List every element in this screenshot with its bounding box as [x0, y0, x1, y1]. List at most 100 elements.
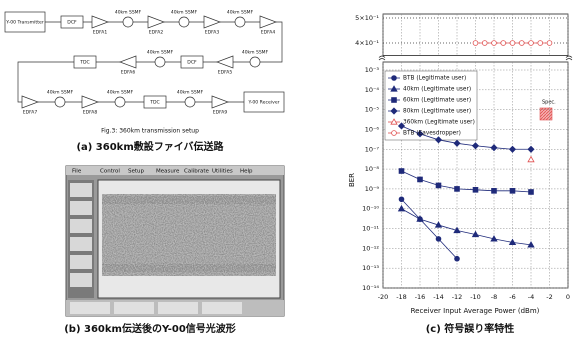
scope-button[interactable] [158, 302, 198, 314]
block-label: EDFA6 [121, 70, 136, 76]
scope-button[interactable] [70, 255, 92, 269]
data-point [473, 187, 478, 192]
block-label: EDFA4 [261, 30, 276, 36]
menu-item[interactable]: Control [100, 169, 120, 175]
y-tick-label: 10⁻¹¹ [362, 225, 379, 233]
x-tick-label: -2 [546, 293, 552, 301]
block-label: EDFA9 [213, 110, 228, 116]
data-point [529, 190, 534, 195]
block-label: EDFA8 [83, 110, 98, 116]
scope-button[interactable] [70, 219, 92, 233]
amplifier [148, 16, 164, 28]
scope-button[interactable] [70, 273, 92, 287]
block-label: 40km SSMF [147, 50, 174, 56]
fiber-coil [123, 17, 133, 27]
block-label: EDFA1 [93, 30, 108, 36]
amplifier [212, 96, 228, 108]
y-axis-label: BER [348, 173, 356, 187]
data-point [399, 197, 404, 202]
scope-button[interactable] [70, 201, 92, 215]
y-tick-label: 10⁻⁶ [365, 125, 380, 133]
data-point [454, 140, 460, 146]
y-tick-label: 10⁻¹³ [362, 264, 379, 272]
x-tick-label: -6 [509, 293, 515, 301]
y-tick-label: 10⁻⁹ [365, 185, 380, 193]
scope-button[interactable] [70, 183, 92, 197]
fiber-coil [55, 97, 65, 107]
eye-noise [102, 194, 276, 276]
menu-item[interactable]: Calibrate [184, 169, 210, 175]
amplifier [217, 56, 233, 68]
data-point [519, 41, 524, 46]
block-label: EDFA2 [149, 30, 164, 36]
x-tick-label: 0 [566, 293, 570, 301]
data-point [529, 41, 534, 46]
block-label: 40km SSMF [115, 10, 142, 16]
y2-tick-label: 5×10⁻¹ [355, 14, 379, 22]
x-tick-label: -8 [491, 293, 497, 301]
amplifier [260, 16, 276, 28]
data-point [492, 188, 497, 193]
data-point [436, 237, 441, 242]
amplifier [22, 96, 38, 108]
legend-marker [392, 76, 397, 81]
eye-upper-rail [102, 196, 276, 204]
scope-button[interactable] [70, 237, 92, 251]
data-point [455, 187, 460, 192]
scope-button[interactable] [70, 302, 110, 314]
menu-item[interactable]: Setup [128, 169, 145, 175]
series-line [402, 199, 458, 258]
block-label: 40km SSMF [177, 90, 204, 96]
amplifier [204, 16, 220, 28]
y-tick-label: 10⁻⁸ [365, 165, 380, 173]
ber-chart: BER Receiver Input Average Power (dBm) S… [348, 14, 572, 335]
menu-item[interactable]: Measure [156, 169, 180, 175]
y-tick-label: 10⁻⁷ [365, 145, 380, 153]
y-tick-label: 10⁻¹⁰ [362, 205, 379, 213]
x-tick-label: -18 [396, 293, 407, 301]
scope-button[interactable] [114, 302, 154, 314]
fiber-coil [185, 97, 195, 107]
x-tick-label: -4 [528, 293, 534, 301]
transmission-diagram: Fig.3: 360km transmission setup (a) 360k… [5, 10, 284, 154]
data-point [399, 206, 405, 211]
block-label: EDFA3 [205, 30, 220, 36]
oscilloscope-screenshot: (b) 360km伝送後のY-00信号光波形 FileControlSetupM… [64, 166, 284, 335]
x-tick-label: -20 [378, 293, 389, 301]
y-tick-label: 10⁻¹⁴ [362, 284, 379, 292]
data-point [436, 183, 441, 188]
caption-a: (a) 360km敷設ファイバ伝送路 [76, 140, 224, 153]
block-label: EDFA5 [218, 70, 233, 76]
legend-label: BTB (Legitimate user) [403, 76, 466, 82]
menu-item[interactable]: Help [240, 169, 253, 175]
menu-item[interactable]: Utilities [212, 169, 233, 175]
legend-label: 40km (Legitimate user) [403, 87, 471, 93]
figure-caption: Fig.3: 360km transmission setup [101, 128, 199, 135]
data-point [473, 143, 479, 149]
data-point [492, 41, 497, 46]
x-tick-label: -12 [452, 293, 463, 301]
fiber-coil [115, 97, 125, 107]
data-point [547, 41, 552, 46]
amplifier [82, 96, 98, 108]
data-point [399, 169, 404, 174]
data-point [491, 145, 497, 151]
block-label: 40km SSMF [47, 90, 74, 96]
legend-label: 80km (Legitimate user) [403, 109, 471, 115]
block-label: TDC [149, 100, 160, 106]
data-point [510, 188, 515, 193]
amplifier [120, 56, 136, 68]
block-label: 40km SSMF [227, 10, 254, 16]
legend-label: 60km (Legitimate user) [403, 98, 471, 104]
legend-label: BTB (Eavesdropper) [403, 131, 461, 137]
legend-marker [392, 98, 397, 103]
block-label: DCF [67, 20, 77, 26]
x-tick-label: -14 [433, 293, 444, 301]
data-point [455, 256, 460, 261]
scope-button[interactable] [202, 302, 242, 314]
menu-item[interactable]: File [72, 169, 82, 175]
y2-tick-label: 4×10⁻¹ [355, 39, 379, 47]
fiber-coil [155, 57, 165, 67]
legend-label: 360km (Legitimate user) [403, 120, 475, 126]
y-tick-label: 10⁻¹² [362, 244, 379, 252]
